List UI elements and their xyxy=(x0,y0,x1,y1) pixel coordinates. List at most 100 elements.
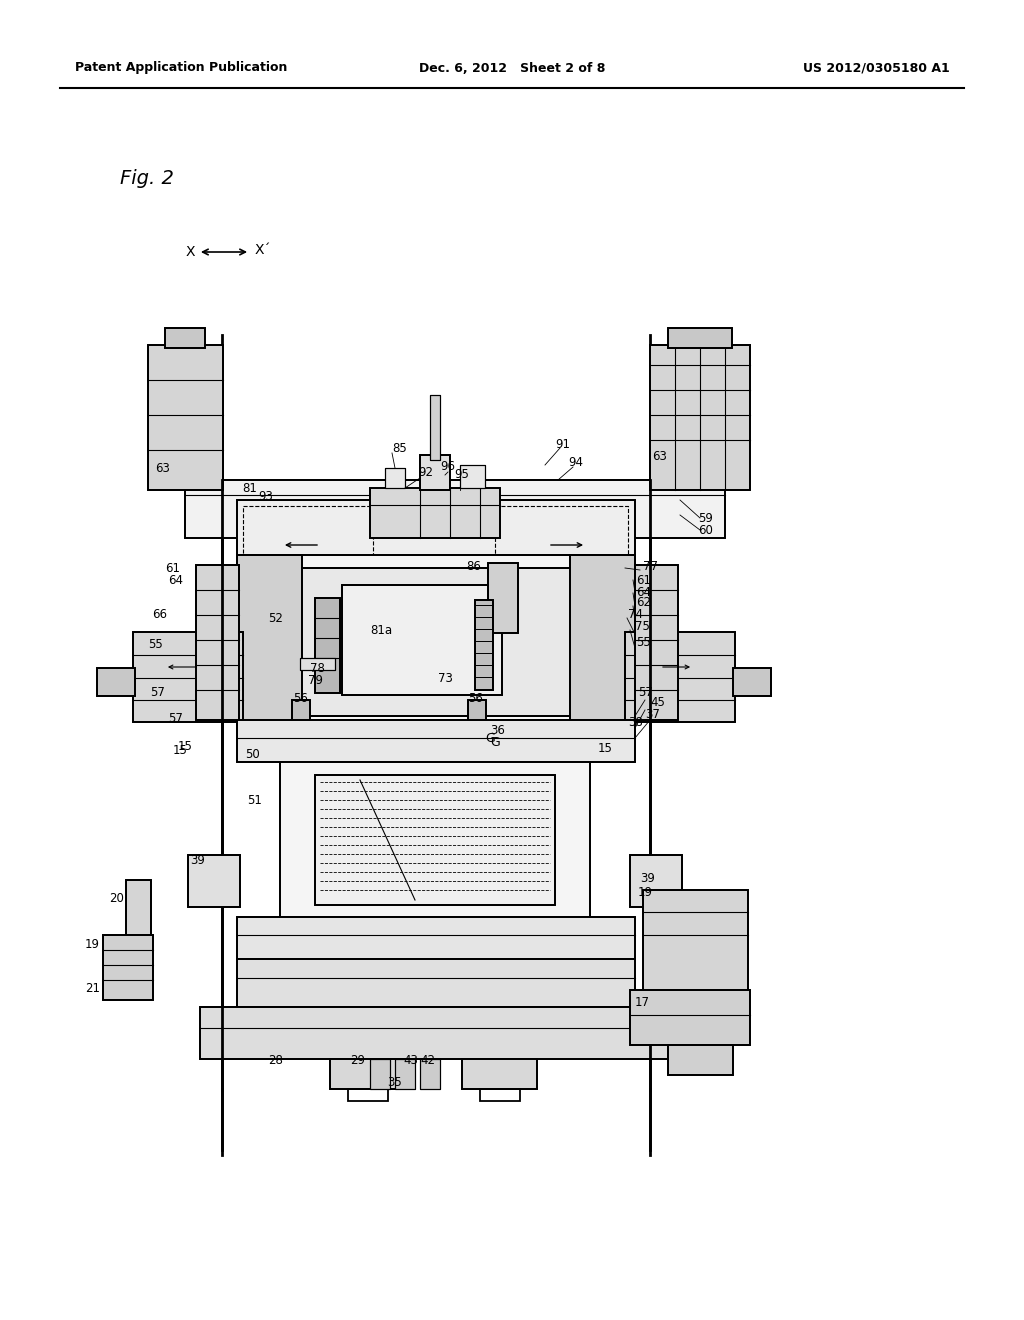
Text: 45: 45 xyxy=(650,697,665,710)
Bar xyxy=(635,565,678,719)
Text: 56: 56 xyxy=(468,692,483,705)
Bar xyxy=(385,469,406,488)
Bar xyxy=(430,395,440,459)
Bar xyxy=(475,601,493,690)
Text: 15: 15 xyxy=(178,741,193,754)
Text: 57: 57 xyxy=(168,711,183,725)
Bar xyxy=(488,564,518,634)
Bar xyxy=(462,1059,537,1089)
Text: 78: 78 xyxy=(310,661,325,675)
Bar xyxy=(635,565,678,719)
Text: 43: 43 xyxy=(403,1053,418,1067)
Bar xyxy=(733,668,771,696)
Bar xyxy=(475,601,493,690)
Text: 62: 62 xyxy=(636,597,651,610)
Text: 77: 77 xyxy=(643,560,658,573)
Bar xyxy=(148,345,223,490)
Bar xyxy=(625,632,735,722)
Bar xyxy=(630,855,682,907)
Bar xyxy=(237,917,635,960)
Text: 39: 39 xyxy=(190,854,205,866)
Bar xyxy=(370,488,500,539)
Text: 39: 39 xyxy=(640,871,655,884)
Text: 19: 19 xyxy=(85,939,100,952)
Bar xyxy=(495,506,628,587)
Bar xyxy=(200,1007,668,1059)
Bar xyxy=(237,554,302,725)
Text: 79: 79 xyxy=(308,673,323,686)
Text: 17: 17 xyxy=(635,997,650,1010)
Bar xyxy=(570,554,635,725)
Text: 63: 63 xyxy=(155,462,170,474)
Bar xyxy=(237,960,635,1007)
Bar xyxy=(330,1059,406,1089)
Bar xyxy=(348,1089,388,1101)
Bar xyxy=(625,632,735,722)
Bar xyxy=(280,762,590,917)
Bar xyxy=(196,565,239,719)
Text: G: G xyxy=(490,735,500,748)
Bar xyxy=(188,855,240,907)
Bar xyxy=(420,455,450,490)
Text: 60: 60 xyxy=(698,524,713,536)
Bar xyxy=(420,455,450,490)
Text: 29: 29 xyxy=(350,1053,365,1067)
Text: 28: 28 xyxy=(268,1053,283,1067)
Text: 35: 35 xyxy=(388,1077,402,1089)
Bar xyxy=(315,775,555,906)
Text: 55: 55 xyxy=(148,639,163,652)
Text: 85: 85 xyxy=(392,441,407,454)
Bar xyxy=(126,880,151,948)
Bar xyxy=(200,1007,668,1059)
Bar xyxy=(420,1059,440,1089)
Bar xyxy=(370,1059,390,1089)
Text: 50: 50 xyxy=(245,748,260,762)
Bar xyxy=(430,395,440,459)
Bar xyxy=(302,568,570,715)
Bar xyxy=(630,855,682,907)
Bar xyxy=(668,1045,733,1074)
Bar xyxy=(420,1059,440,1089)
Bar xyxy=(300,657,335,671)
Text: 52: 52 xyxy=(268,611,283,624)
Text: 74: 74 xyxy=(628,609,643,622)
Bar xyxy=(630,990,750,1045)
Text: 59: 59 xyxy=(698,511,713,524)
Bar xyxy=(185,480,725,539)
Bar xyxy=(395,1059,415,1089)
Text: 64: 64 xyxy=(168,573,183,586)
Text: 38: 38 xyxy=(628,717,643,730)
Text: 57: 57 xyxy=(151,686,165,700)
Text: 86: 86 xyxy=(466,561,481,573)
Text: 73: 73 xyxy=(438,672,453,685)
Bar xyxy=(237,554,635,725)
Text: 57: 57 xyxy=(638,686,653,700)
Bar xyxy=(643,890,748,990)
Bar xyxy=(460,465,485,488)
Bar xyxy=(103,935,153,1001)
Bar xyxy=(237,960,635,1007)
Text: 93: 93 xyxy=(258,491,272,503)
Text: 37: 37 xyxy=(645,708,659,721)
Text: 63: 63 xyxy=(652,450,667,463)
Bar xyxy=(165,327,205,348)
Bar xyxy=(385,469,406,488)
Bar xyxy=(188,855,240,907)
Bar xyxy=(733,668,771,696)
Text: 15: 15 xyxy=(598,742,613,755)
Text: Fig. 2: Fig. 2 xyxy=(120,169,174,187)
Bar xyxy=(133,632,243,722)
Bar xyxy=(185,480,725,539)
Bar xyxy=(97,668,135,696)
Bar xyxy=(342,585,502,696)
Text: G: G xyxy=(485,731,495,744)
Text: 95: 95 xyxy=(454,469,469,482)
Text: 75: 75 xyxy=(635,620,650,634)
Bar xyxy=(237,719,635,762)
Text: 91: 91 xyxy=(555,438,570,451)
Bar xyxy=(237,500,635,595)
Bar xyxy=(237,554,635,725)
Text: 20: 20 xyxy=(110,891,124,904)
Bar xyxy=(643,890,748,990)
Bar xyxy=(292,700,310,748)
